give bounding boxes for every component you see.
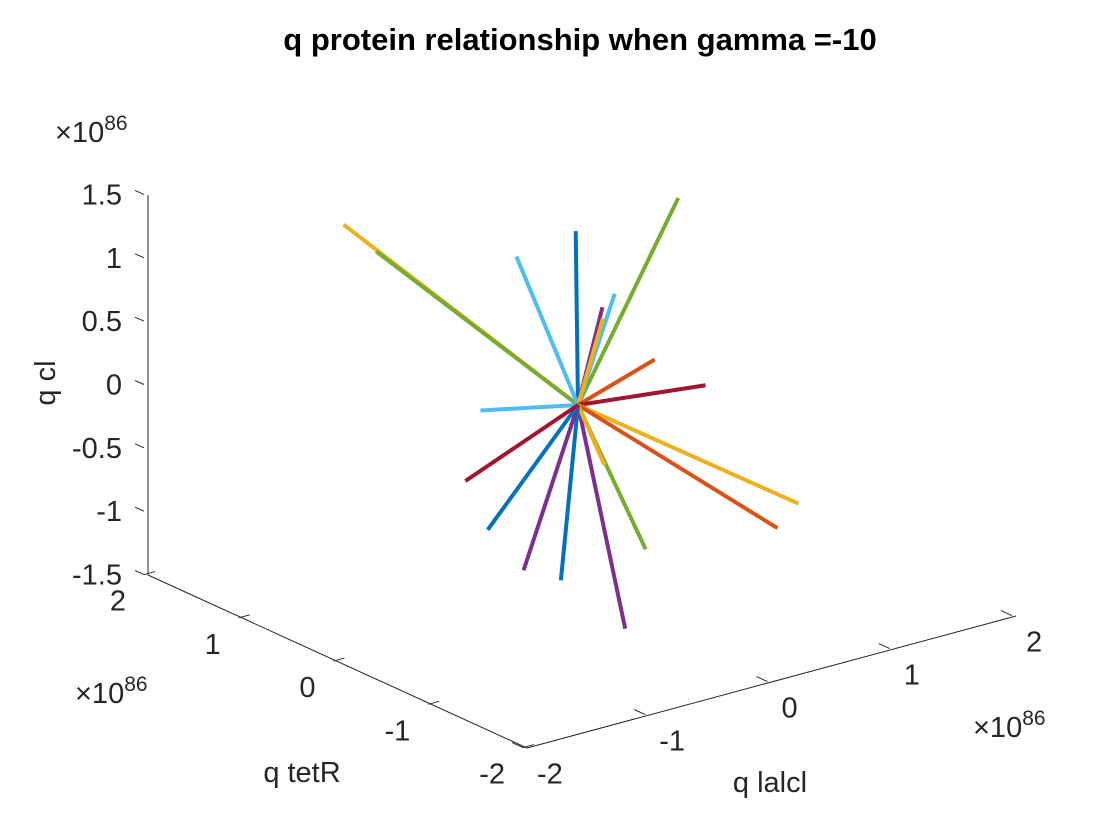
y-exponent-power: 86 <box>124 673 147 696</box>
y-tick-mark <box>333 657 345 662</box>
z-tick-label: -0.5 <box>72 433 122 465</box>
y-axis-line <box>147 574 528 749</box>
z-tick-label: 0.5 <box>82 306 122 338</box>
x-exponent-power: 86 <box>1022 707 1045 730</box>
series-line <box>577 403 800 506</box>
z-tick-label: -1 <box>96 496 122 528</box>
y-exponent-prefix: ×10 <box>75 678 124 710</box>
x-tick-label: 0 <box>782 693 798 725</box>
series-line <box>514 255 580 406</box>
series-line <box>576 404 607 467</box>
y-tick-label: -1 <box>384 715 410 747</box>
series-line <box>486 403 580 532</box>
series-line <box>576 357 656 407</box>
x-tick-mark <box>1000 610 1013 617</box>
x-tick-label: 1 <box>904 660 920 692</box>
series-line <box>521 404 580 571</box>
series-line <box>576 404 628 630</box>
y-tick-label: 1 <box>205 629 221 661</box>
x-axis-line <box>526 615 1017 749</box>
series-line <box>576 403 779 530</box>
z-tick-label: -1.5 <box>72 560 122 592</box>
z-exponent-prefix: ×10 <box>55 117 104 149</box>
y-tick-label: 0 <box>299 672 315 704</box>
y-tick-mark <box>428 700 440 705</box>
z-axis-label: q cl <box>30 360 62 405</box>
x-axis-label: q lalcl <box>733 767 807 799</box>
x-tick-label: -1 <box>659 726 685 758</box>
x-tick-mark <box>878 643 890 650</box>
z-tick-mark <box>134 506 145 512</box>
x-exponent-prefix: ×10 <box>973 712 1022 744</box>
series-line <box>480 403 579 413</box>
series-line <box>573 231 580 406</box>
z-exponent-power: 86 <box>104 112 127 135</box>
y-axis-label: q tetR <box>263 757 340 789</box>
x-axis-ticks: -2 -1 0 1 2 <box>511 610 1042 791</box>
chart-title: q protein relationship when gamma =-10 <box>283 22 876 57</box>
z-tick-mark <box>134 570 145 576</box>
y-tick-mark <box>238 614 250 619</box>
z-axis-ticks: 1.5 1 0.5 0 -0.5 -1 -1.5 <box>72 179 145 592</box>
series-line <box>577 383 706 407</box>
series-line <box>558 404 580 581</box>
series-line <box>576 197 681 406</box>
x-tick-label: 2 <box>1026 627 1042 659</box>
x-tick-mark <box>511 742 524 749</box>
y-tick-mark <box>143 571 156 576</box>
z-tick-mark <box>134 443 145 449</box>
z-exponent-label: ×1086 <box>55 112 128 149</box>
z-tick-mark <box>134 253 145 259</box>
x-tick-mark <box>756 676 768 683</box>
z-tick-mark <box>134 316 145 322</box>
series-line <box>464 403 580 483</box>
z-tick-mark <box>134 189 145 195</box>
x-exponent-label: ×1086 <box>973 707 1046 744</box>
z-tick-mark <box>134 380 145 385</box>
x-tick-label: -2 <box>537 759 563 791</box>
series-lines <box>342 197 800 630</box>
y-tick-mark <box>522 744 535 749</box>
z-tick-label: 1.5 <box>82 179 122 211</box>
series-line <box>576 317 605 406</box>
y-tick-label: 2 <box>110 586 126 618</box>
z-tick-label: 1 <box>106 243 122 275</box>
y-axis-ticks: 2 1 0 -1 -2 <box>110 571 535 791</box>
series-line <box>374 249 580 407</box>
y-exponent-label: ×1086 <box>75 673 148 710</box>
y-tick-label: -2 <box>479 759 505 791</box>
z-tick-label: 0 <box>106 370 122 402</box>
x-tick-mark <box>634 709 646 716</box>
